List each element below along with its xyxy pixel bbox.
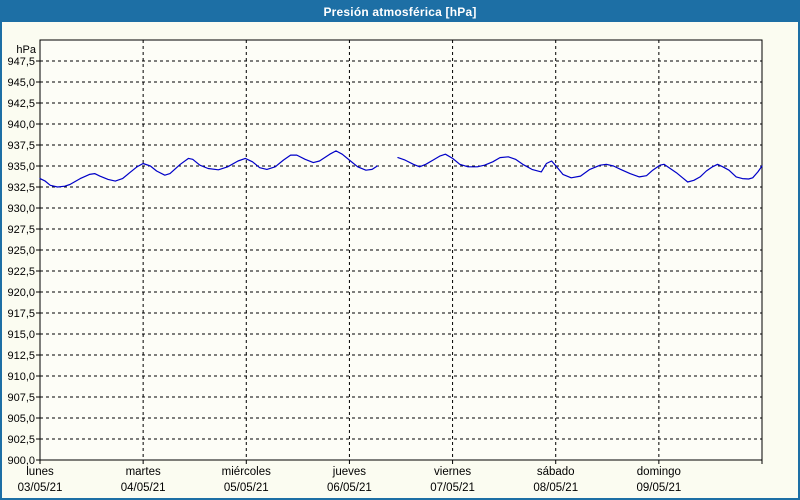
x-axis-day-label: lunes <box>26 466 54 478</box>
y-axis-tick-label: 945,0 <box>7 77 35 89</box>
y-axis-tick-label: 917,5 <box>7 308 35 320</box>
pressure-series-segment <box>39 150 378 188</box>
x-axis-date-label: 07/05/21 <box>430 482 475 494</box>
x-axis-day-label: martes <box>126 466 161 478</box>
y-axis-tick-label: 900,0 <box>7 455 35 467</box>
y-axis-tick-label: 940,0 <box>7 119 35 131</box>
y-axis-tick-label: 927,5 <box>7 224 35 236</box>
x-axis-date-label: 05/05/21 <box>224 482 269 494</box>
y-axis-tick-label: 947,5 <box>7 56 35 68</box>
y-axis-tick-label: 912,5 <box>7 350 35 362</box>
x-axis-day-label: viernes <box>434 466 471 478</box>
y-axis-tick-label: 915,0 <box>7 329 35 341</box>
y-axis-tick-label: 935,0 <box>7 161 35 173</box>
x-axis-day-label: jueves <box>332 466 366 478</box>
pressure-line-chart: 947,5 945,0 942,5 940,0 937,5 935,0 932,5 930,0… <box>7 39 763 494</box>
y-axis-tick-label: 937,5 <box>7 140 35 152</box>
x-axis-date-label: 04/05/21 <box>121 482 166 494</box>
y-axis-tick-label: 910,0 <box>7 371 35 383</box>
pressure-series-segment <box>397 153 763 183</box>
y-axis-tick-label: 920,0 <box>7 287 35 299</box>
y-axis-tick-label: 932,5 <box>7 182 35 194</box>
y-axis-tick-label: 925,0 <box>7 245 35 257</box>
x-axis-date-label: 06/05/21 <box>327 482 372 494</box>
y-axis-tick-label: 907,5 <box>7 392 35 404</box>
x-axis-day-label: domingo <box>637 466 681 478</box>
title-bar: Presión atmosférica [hPa] <box>2 2 798 22</box>
chart-area: 947,5 945,0 942,5 940,0 937,5 935,0 932,5 930,0… <box>2 22 798 498</box>
chart-title: Presión atmosférica [hPa] <box>323 5 477 19</box>
y-axis-tick-label: 942,5 <box>7 98 35 110</box>
y-axis-unit-label: hPa <box>16 44 36 56</box>
y-axis-tick-label: 905,0 <box>7 413 35 425</box>
y-axis-tick-label: 930,0 <box>7 203 35 215</box>
x-axis-date-label: 09/05/21 <box>636 482 681 494</box>
x-axis-day-label: sábado <box>537 466 575 478</box>
x-axis-date-label: 03/05/21 <box>18 482 63 494</box>
y-axis-tick-label: 922,5 <box>7 266 35 278</box>
y-axis-tick-label: 902,5 <box>7 434 35 446</box>
x-axis-date-label: 08/05/21 <box>533 482 578 494</box>
x-axis-day-label: miércoles <box>222 466 271 478</box>
